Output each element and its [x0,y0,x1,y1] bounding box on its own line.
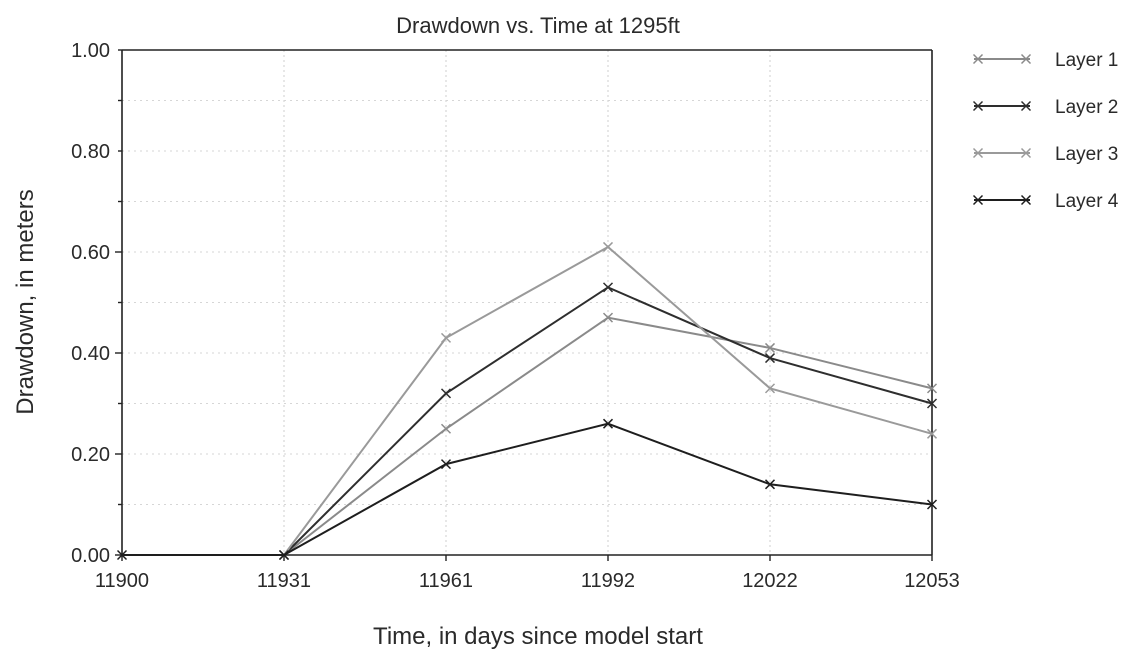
data-point [602,282,614,293]
legend-item-2: Layer 2 [972,97,1118,118]
x-marker-stroke [926,383,938,394]
x-tick-label: 11961 [419,570,473,592]
x-marker-stroke [440,332,452,343]
legend-marker [972,53,984,65]
legend-marker [1020,147,1032,159]
x-marker-stroke [1020,53,1032,65]
series-4 [116,418,938,561]
x-marker-stroke [440,388,452,399]
data-point [440,388,452,399]
data-point [602,312,614,323]
x-tick-label: 11992 [581,570,635,592]
x-marker-stroke [440,459,452,470]
data-point [764,342,776,353]
data-point [440,332,452,343]
x-tick-label: 11931 [257,570,311,592]
y-tick-label: 0.80 [71,141,110,163]
legend-marker [972,100,984,112]
x-marker-stroke [972,100,984,112]
x-marker-stroke [440,423,452,434]
x-marker-stroke [278,549,290,561]
data-point [116,549,128,561]
y-tick-label: 0.40 [71,343,110,365]
data-point [602,418,614,429]
x-marker-stroke [602,312,614,323]
x-marker-stroke [764,342,776,353]
x-marker-stroke [926,499,938,510]
x-tick-label: 12053 [904,570,960,592]
x-marker-stroke [972,53,984,65]
y-tick-label: 1.00 [71,40,110,62]
x-marker-stroke [764,479,776,490]
x-marker-stroke [116,549,128,561]
y-axis-label: Drawdown, in meters [12,189,39,414]
legend-marker [1020,53,1032,65]
x-marker-stroke [972,147,984,159]
legend: Layer 1 Layer 2 Layer 3 Layer 4 [972,50,1119,212]
x-marker-stroke [764,353,776,364]
legend-label: Layer 3 [1055,144,1118,165]
legend-marker [1020,194,1032,206]
y-tick-label: 0.00 [71,545,110,567]
x-marker-stroke [1020,147,1032,159]
data-point [764,479,776,490]
x-marker-stroke [972,194,984,206]
x-marker-stroke [602,418,614,429]
series-layer [116,241,938,561]
legend-item-1: Layer 1 [972,50,1118,71]
x-marker-stroke [764,383,776,394]
y-tick-label: 0.20 [71,444,110,466]
axes-layer: 0.00 0.20 0.40 0.60 0.80 1.00 11900 11931 11961 1… [71,40,960,592]
data-point [926,499,938,510]
series-2 [278,282,938,561]
x-marker-stroke [926,428,938,439]
data-point [602,241,614,252]
legend-item-4: Layer 4 [972,191,1119,212]
data-point [926,398,938,409]
legend-label: Layer 4 [1055,191,1119,212]
series-line-4 [122,422,933,556]
data-point [764,353,776,364]
data-point [926,428,938,439]
grid-layer [122,50,932,555]
legend-marker [1020,100,1032,112]
data-point [926,383,938,394]
data-point [278,549,290,561]
x-marker-stroke [1020,194,1032,206]
legend-marker [972,194,984,206]
data-point [440,459,452,470]
data-point [440,423,452,434]
data-point [764,383,776,394]
x-tick-label: 11900 [95,570,149,592]
legend-marker [972,147,984,159]
x-marker-stroke [926,398,938,409]
legend-item-3: Layer 3 [972,144,1118,165]
chart-title: Drawdown vs. Time at 1295ft [396,13,680,38]
x-marker-stroke [602,241,614,252]
x-tick-label: 12022 [742,570,798,592]
legend-label: Layer 2 [1055,97,1118,118]
x-marker-stroke [1020,100,1032,112]
x-marker-stroke [602,282,614,293]
y-tick-label: 0.60 [71,242,110,264]
legend-label: Layer 1 [1055,50,1118,71]
x-axis-label: Time, in days since model start [373,623,703,650]
